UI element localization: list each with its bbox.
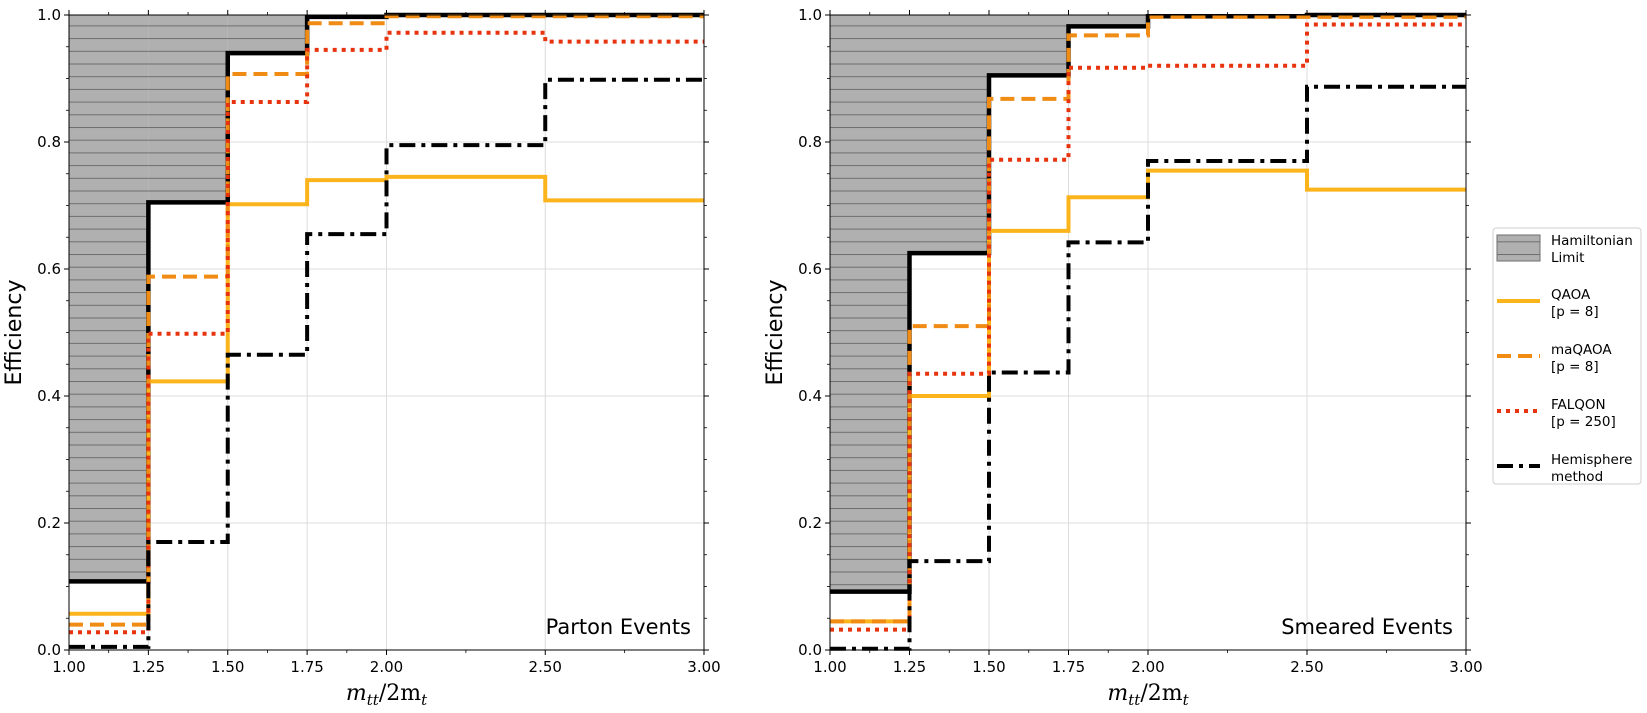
x-tick-label-3: 1.75 [290, 658, 323, 676]
legend-item-falqon: FALQON[p = 250] [1497, 397, 1616, 430]
hamiltonian-fill-bin-1 [148, 15, 228, 203]
hamiltonian-fill [69, 15, 387, 582]
series-falqon [830, 22, 1466, 632]
hamiltonian-fill-bin-2 [227, 15, 308, 54]
y-tick-label-5: 1.0 [37, 6, 61, 24]
legend-label-line1: Hemisphere [1551, 452, 1632, 468]
legend-label-line1: maQAOA [1551, 342, 1612, 358]
series-lines [830, 12, 1466, 651]
legend-box [1492, 227, 1642, 485]
series-qaoa [830, 168, 1466, 624]
legend-label-line2: method [1551, 469, 1603, 485]
legend-label-line2: [p = 8] [1551, 359, 1599, 375]
legend-item-qaoa: QAOA[p = 8] [1497, 287, 1599, 320]
y-tick-label-0: 0.0 [798, 641, 822, 659]
y-axis-label: Efficiency [763, 280, 788, 386]
series-hemisphere [69, 77, 704, 649]
y-tick-label-3: 0.6 [798, 260, 822, 278]
x-tick-label-5: 2.50 [1290, 658, 1323, 676]
x-tick-label-0: 1.00 [813, 658, 846, 676]
x-tick-label-4: 2.00 [1131, 658, 1164, 676]
series-falqon [69, 30, 704, 635]
series-hemisphere [830, 84, 1466, 651]
series-maqaoa [830, 14, 1466, 624]
y-tick-label-1: 0.2 [37, 514, 61, 532]
legend-label-line2: [p = 250] [1551, 414, 1616, 430]
x-tick-label-2: 1.50 [211, 658, 244, 676]
panel-annotation: Parton Events [546, 615, 691, 639]
x-label-sub-t: t [421, 691, 428, 709]
y-tick-label-2: 0.4 [798, 387, 822, 405]
x-tick-label-0: 1.00 [52, 658, 85, 676]
hamiltonian-fill-bin-0 [69, 15, 149, 582]
ticks: 1.00 1.25 1.50 1.75 2.00 2.50 3.00 0.0 0.2 0.4 0.6… [798, 6, 1483, 676]
x-tick-label-1: 1.25 [132, 658, 165, 676]
x-label-mid: /2m [379, 681, 421, 706]
legend-label-line2: Limit [1551, 250, 1584, 266]
legend-label-line1: FALQON [1551, 397, 1606, 413]
ticks: 1.00 1.25 1.50 1.75 2.00 2.50 3.00 0.0 0.2 0.4 0.6… [37, 6, 721, 676]
panel-parton: 1.00 1.25 1.50 1.75 2.00 2.50 3.00 0.0 0.2 0.4 0.6… [2, 6, 721, 709]
legend-label-line1: QAOA [1551, 287, 1591, 303]
x-label-sub-tt: tt [367, 691, 380, 709]
x-label-m: m [346, 681, 367, 706]
x-tick-label-1: 1.25 [893, 658, 926, 676]
series-maqaoa [69, 14, 704, 627]
x-tick-label-6: 3.00 [687, 658, 720, 676]
panel-annotation: Smeared Events [1281, 615, 1453, 639]
x-label-sub-t: t [1183, 691, 1190, 709]
legend-item-maqaoa: maQAOA[p = 8] [1497, 342, 1612, 375]
x-tick-label-3: 1.75 [1052, 658, 1085, 676]
legend-label-line2: [p = 8] [1551, 304, 1599, 320]
hamiltonian-fill [830, 15, 1307, 592]
x-axis-label: mtt/2mt [346, 681, 428, 709]
panel-smeared: 1.00 1.25 1.50 1.75 2.00 2.50 3.00 0.0 0.2 0.4 0.6… [763, 6, 1483, 709]
x-label-mid: /2m [1140, 681, 1182, 706]
y-tick-label-4: 0.8 [798, 133, 822, 151]
legend-swatch-hamiltonian [1496, 234, 1541, 262]
hamiltonian-fill-bin-1 [909, 15, 989, 254]
x-axis-label: mtt/2mt [1107, 681, 1189, 709]
x-tick-label-5: 2.50 [529, 658, 562, 676]
x-tick-label-2: 1.50 [972, 658, 1005, 676]
y-tick-label-5: 1.0 [798, 6, 822, 24]
y-tick-label-2: 0.4 [37, 387, 61, 405]
x-tick-label-6: 3.00 [1449, 658, 1482, 676]
hamiltonian-fill-bin-0 [830, 15, 910, 592]
x-tick-label-4: 2.00 [370, 658, 403, 676]
x-label-m: m [1107, 681, 1128, 706]
hamiltonian-fill-bin-2 [989, 15, 1069, 76]
y-tick-label-0: 0.0 [37, 641, 61, 659]
y-tick-label-1: 0.2 [798, 514, 822, 532]
x-label-sub-tt: tt [1128, 691, 1141, 709]
legend-label-line1: Hamiltonian [1551, 233, 1633, 249]
y-axis-label: Efficiency [2, 280, 27, 386]
y-tick-label-4: 0.8 [37, 133, 61, 151]
hamiltonian-fill-bin-3 [1068, 15, 1148, 27]
y-tick-label-3: 0.6 [37, 260, 61, 278]
